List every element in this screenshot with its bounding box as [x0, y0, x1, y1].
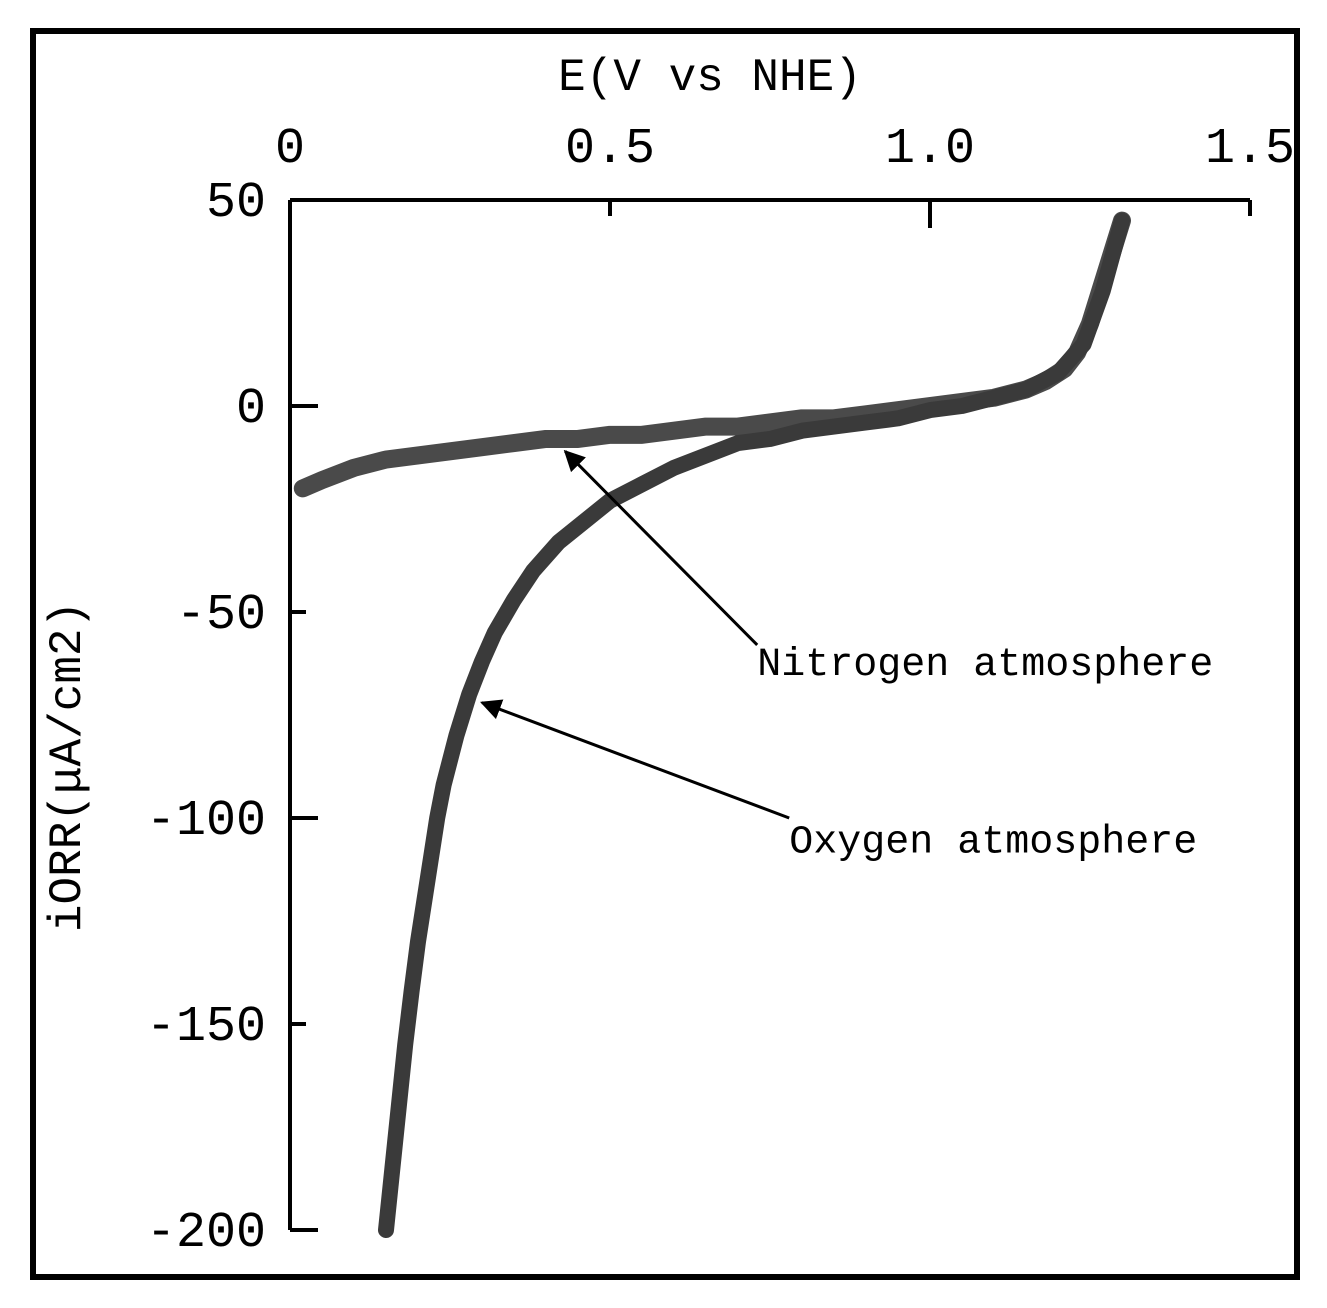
y-labels-group: 50 0 -50 -100 -150 -200 — [146, 175, 266, 1262]
y-tick-label: -200 — [146, 1205, 266, 1262]
oxygen-label-arrow — [482, 703, 789, 818]
y-ticks-group — [290, 200, 318, 1230]
chart-svg: E(V vs NHE) iORR(μA/cm2) 00.51.01.5 500-… — [0, 0, 1327, 1308]
chart-container: E(V vs NHE) iORR(μA/cm2) 00.51.01.5 500-… — [0, 0, 1327, 1308]
x-labels-group: 0 0.5 1.0 1.5 — [275, 121, 1295, 178]
x-tick-label: 0 — [275, 121, 305, 178]
x-tick-label: 1.5 — [1205, 121, 1295, 178]
y-tick-label: -100 — [146, 793, 266, 850]
series-oxygen — [386, 221, 1122, 1230]
x-ticks-group — [290, 200, 1250, 228]
x-axis-title: E(V vs NHE) — [558, 52, 862, 104]
series-group — [303, 221, 1122, 1230]
oxygen-label: Oxygen atmosphere — [789, 820, 1197, 865]
x-tick-label: 0.5 — [565, 121, 655, 178]
nitrogen-label: Nitrogen atmosphere — [757, 643, 1213, 688]
y-tick-label: -150 — [146, 999, 266, 1056]
y-tick-label: 0 — [236, 381, 266, 438]
y-axis-title: iORR(μA/cm2) — [42, 601, 94, 932]
x-tick-label: 1.0 — [885, 121, 975, 178]
y-tick-label: 50 — [206, 175, 266, 232]
y-tick-label: -50 — [176, 587, 266, 644]
